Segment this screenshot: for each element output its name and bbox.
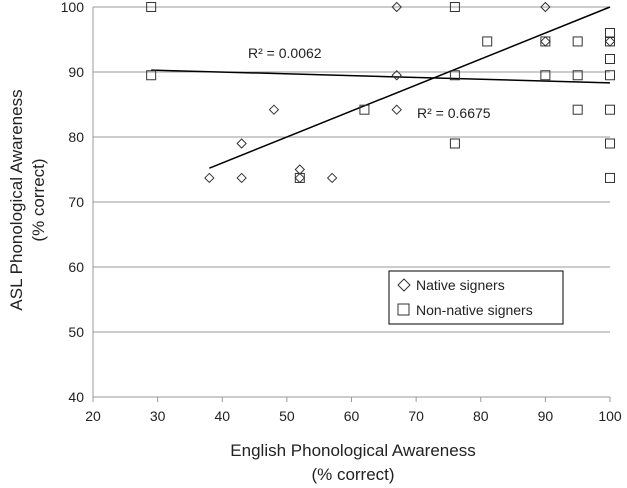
- point-native: [294, 164, 306, 175]
- x-tick-label: 40: [214, 408, 230, 424]
- legend-box: [388, 270, 564, 325]
- legend-label-non-native: Non-native signers: [416, 302, 533, 318]
- point-native: [294, 172, 306, 184]
- y-tick-label: 60: [68, 259, 84, 275]
- point-non-native: [540, 36, 551, 47]
- x-axis-title: English Phonological Awareness (% correc…: [230, 441, 475, 484]
- point-native: [604, 36, 616, 47]
- point-non-native: [359, 104, 370, 115]
- point-non-native: [540, 70, 551, 81]
- point-non-native: [605, 28, 615, 38]
- point-non-native: [605, 104, 615, 115]
- x-tick-label: 20: [85, 408, 101, 424]
- point-native: [268, 104, 280, 115]
- point-non-native: [605, 70, 615, 81]
- x-axis-title-line-1: English Phonological Awareness: [230, 441, 475, 460]
- point-non-native: [605, 172, 615, 183]
- point-native: [540, 36, 551, 47]
- y-axis-title-line-2: (% correct): [29, 158, 48, 241]
- trendline-native: [209, 6, 611, 169]
- point-native: [204, 172, 215, 184]
- point-non-native: [449, 2, 460, 12]
- y-tick-label: 70: [68, 194, 84, 210]
- y-tick-label: 40: [68, 389, 84, 405]
- y-tick-label: 50: [68, 324, 84, 340]
- x-tick-label: 80: [473, 408, 489, 424]
- axes: [92, 7, 611, 402]
- legend: Native signers Non-native signers: [388, 270, 564, 325]
- point-native: [391, 104, 402, 115]
- x-tick-label: 100: [598, 408, 622, 424]
- point-non-native: [572, 70, 583, 81]
- point-non-native: [146, 2, 157, 12]
- data-points: [146, 1, 616, 184]
- point-native: [391, 70, 402, 81]
- y-tick-label: 90: [68, 64, 84, 80]
- point-non-native: [572, 104, 583, 115]
- x-tick-label: 90: [538, 408, 554, 424]
- point-non-native: [605, 54, 615, 64]
- x-axis-title-line-2: (% correct): [311, 465, 394, 484]
- trendlines: [151, 6, 611, 169]
- x-tick-label: 60: [344, 408, 360, 424]
- gridlines: [93, 6, 610, 398]
- trendline-non-native: [151, 69, 611, 84]
- y-tick-label: 80: [68, 129, 84, 145]
- point-non-native: [572, 36, 583, 47]
- point-non-native: [294, 172, 305, 183]
- y-axis-title-line-1: ASL Phonological Awareness: [7, 89, 26, 310]
- point-non-native: [146, 70, 157, 81]
- legend-diamond-icon: [397, 278, 411, 292]
- y-axis-title: ASL Phonological Awareness (% correct): [7, 89, 48, 310]
- point-native: [391, 1, 402, 13]
- point-non-native: [482, 36, 493, 47]
- point-non-native: [605, 36, 615, 47]
- x-tick-labels: 20 30 40 50 60 70 80 90 100: [85, 408, 622, 424]
- point-non-native: [449, 138, 460, 149]
- y-tick-label: 100: [61, 0, 85, 15]
- point-native: [326, 172, 338, 184]
- r2-label-non-native: R² = 0.0062: [248, 45, 322, 61]
- point-native: [236, 138, 247, 149]
- legend-label-native: Native signers: [416, 277, 505, 293]
- x-tick-label: 70: [408, 408, 424, 424]
- legend-square-icon: [397, 303, 410, 316]
- r2-label-native: R² = 0.6675: [417, 105, 491, 121]
- point-non-native: [449, 70, 460, 81]
- y-tick-labels: 40 50 60 70 80 90 100: [61, 0, 85, 405]
- x-tick-label: 50: [279, 408, 295, 424]
- point-native: [540, 1, 551, 13]
- point-native: [236, 172, 247, 184]
- point-non-native: [605, 138, 615, 149]
- x-tick-label: 30: [150, 408, 166, 424]
